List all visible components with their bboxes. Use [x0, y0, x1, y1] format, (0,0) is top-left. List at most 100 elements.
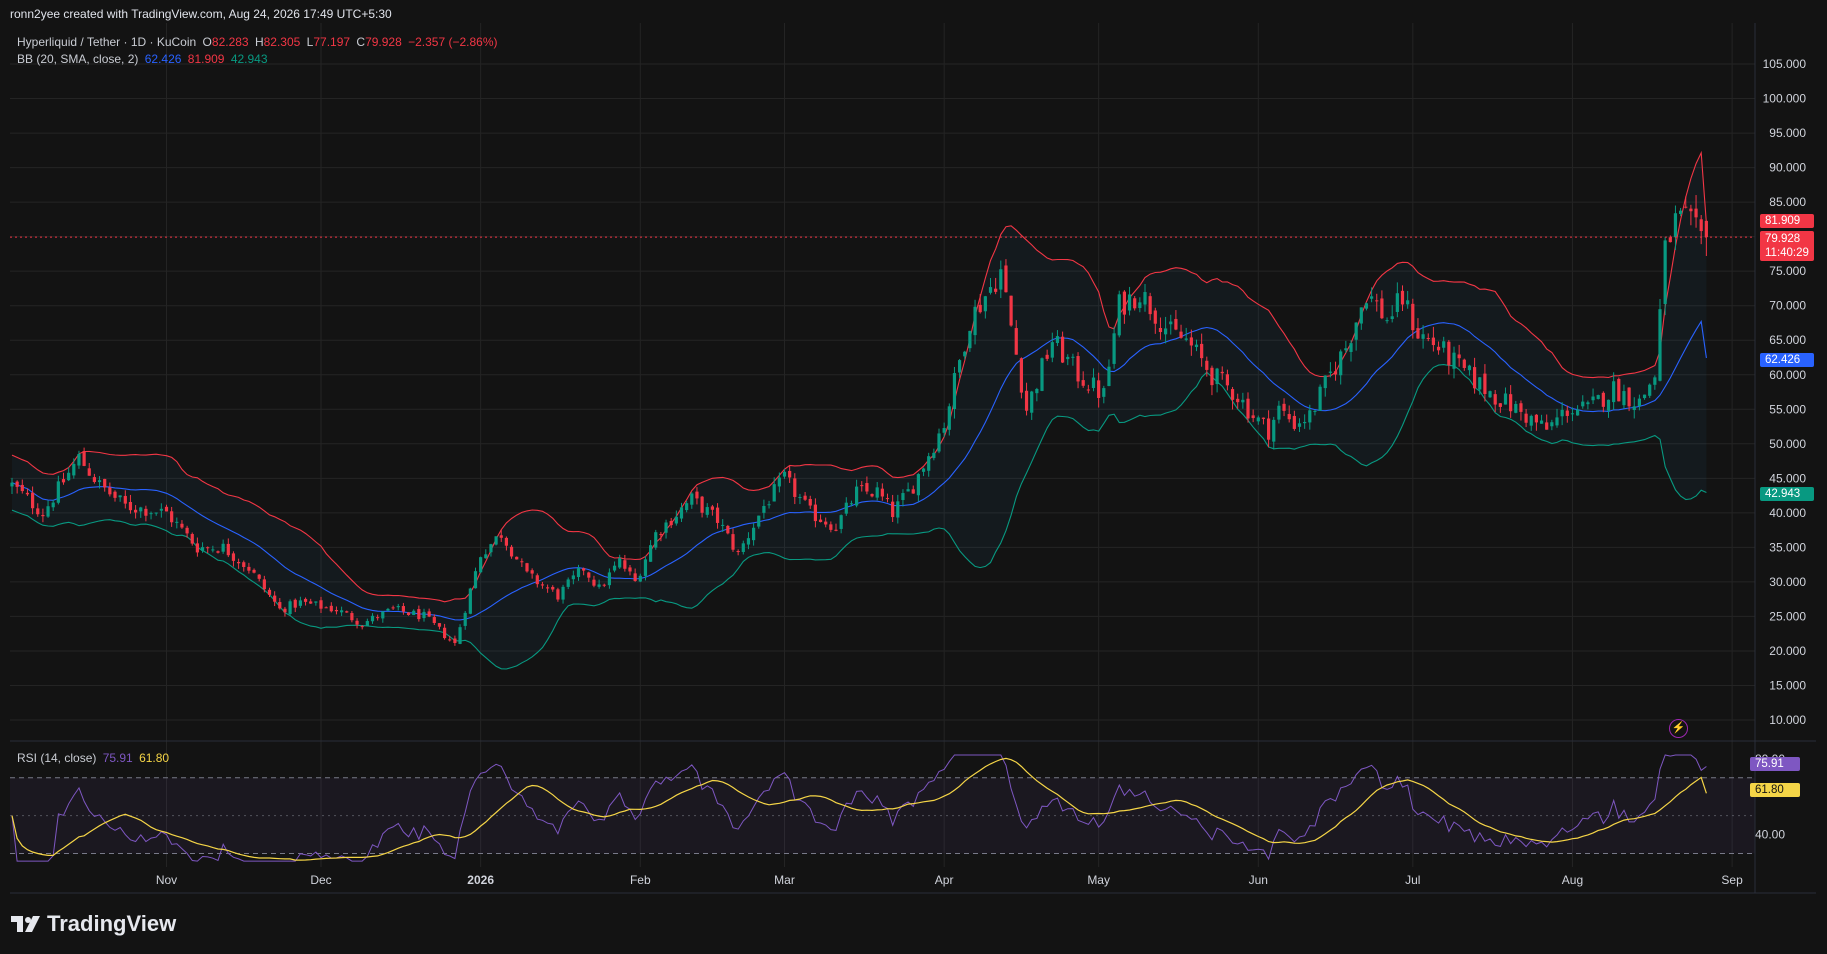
candle-body [1359, 307, 1363, 324]
candle-body [772, 484, 776, 502]
time-axis[interactable]: Nov Dec 2026 Feb Mar Apr May Jun Jul Aug Sep [156, 873, 1743, 887]
candle-body [659, 534, 663, 536]
candle-body [623, 560, 627, 569]
candle-body [916, 474, 920, 496]
candle-body [1524, 413, 1528, 423]
candle-body [927, 456, 931, 471]
candle-body [1478, 377, 1482, 390]
candle-body [36, 508, 40, 515]
change-value: −2.357 (−2.86%) [408, 35, 498, 49]
candle-body [1354, 322, 1358, 340]
candle-body [195, 543, 199, 553]
time-tick-label: Jul [1405, 873, 1420, 887]
candle-body [1380, 298, 1384, 319]
candle-body [1653, 377, 1657, 385]
bb-label[interactable]: BB (20, SMA, close, 2) [17, 52, 139, 66]
candle-body [1534, 414, 1538, 423]
candle-body [710, 506, 714, 510]
candlestick-series[interactable] [10, 195, 1755, 646]
candle-body [1560, 409, 1564, 417]
candle-body [628, 567, 632, 572]
candle-body [1436, 346, 1441, 351]
candle-body [1174, 318, 1178, 330]
candle-body [1241, 399, 1245, 403]
candle-body [875, 487, 879, 498]
candle-body [1308, 410, 1312, 423]
rsi-ma-value-tag: 61.80 [1750, 783, 1800, 797]
candle-body [25, 492, 30, 495]
candle-body [453, 638, 457, 644]
candle-body [108, 487, 112, 495]
rsi-ma-line [11, 757, 1707, 861]
price-tick-label: 40.000 [1769, 506, 1806, 520]
rsi-legend[interactable]: RSI (14, close) 75.91 61.80 [17, 751, 172, 765]
candle-body [999, 269, 1003, 290]
lightning-icon[interactable]: ⚡ [1669, 719, 1688, 738]
candle-body [211, 549, 215, 551]
candle-body [885, 498, 890, 500]
candle-body [834, 529, 838, 531]
candle-body [515, 556, 519, 560]
symbol-legend[interactable]: Hyperliquid / Tether · 1D · KuCoin O82.2… [17, 35, 501, 49]
low-label: L [306, 35, 314, 49]
candle-body [190, 534, 194, 544]
candle-body [1663, 240, 1667, 304]
bb-lower-price-tag: 42.943 [1760, 487, 1814, 501]
candle-body [1318, 386, 1322, 411]
candle-body [1406, 300, 1410, 305]
tradingview-logo[interactable]: TradingView [11, 911, 176, 937]
candle-body [1529, 415, 1533, 426]
candle-body [1194, 344, 1199, 348]
candle-body [1576, 409, 1580, 416]
time-tick-label: Dec [310, 873, 331, 887]
last-price-tag: 79.928 11:40:29 [1760, 231, 1814, 261]
candle-body [15, 481, 19, 487]
candle-body [1303, 421, 1307, 424]
candle-body [1014, 328, 1018, 355]
candle-body [597, 584, 601, 587]
candle-body [1004, 265, 1008, 293]
time-tick-label: Mar [774, 873, 795, 887]
candle-body [1272, 419, 1276, 442]
price-tick-label: 30.000 [1769, 575, 1806, 589]
tradingview-logo-icon [11, 916, 40, 932]
candle-body [870, 493, 874, 497]
candle-body [1493, 394, 1497, 405]
candle-body [582, 568, 586, 571]
time-tick-label: 2026 [467, 873, 494, 887]
candle-body [618, 558, 622, 568]
candle-body [67, 472, 71, 481]
candle-body [1679, 210, 1683, 214]
candle-body [1596, 395, 1600, 399]
candle-body [994, 288, 998, 292]
low-value: 77.197 [313, 35, 351, 49]
candle-body [288, 601, 292, 615]
price-tick-label: 95.000 [1769, 126, 1806, 140]
candle-body [952, 373, 957, 410]
candle-body [77, 453, 81, 466]
candle-body [1509, 394, 1513, 412]
bb-band-area [12, 152, 1707, 670]
symbol-name[interactable]: Hyperliquid / Tether · 1D · KuCoin [17, 35, 197, 49]
candle-body [355, 620, 359, 625]
brand-name: TradingView [47, 911, 177, 936]
candle-body [860, 485, 864, 487]
rsi-label[interactable]: RSI (14, close) [17, 751, 97, 765]
bollinger-legend[interactable]: BB (20, SMA, close, 2) 62.426 81.909 42.… [17, 52, 271, 66]
candle-body [463, 612, 467, 626]
candle-body [592, 579, 596, 586]
candle-body [231, 553, 236, 561]
candle-body [1267, 418, 1271, 440]
candle-body [1158, 328, 1163, 333]
candle-body [159, 508, 163, 511]
bb-lower-value: 42.943 [230, 52, 268, 66]
bollinger-band-lines [11, 150, 1707, 670]
candle-body [1107, 366, 1111, 387]
candle-body [406, 612, 411, 616]
candle-body [180, 523, 184, 528]
candle-body [1483, 373, 1487, 395]
candle-body [283, 608, 287, 613]
rsi-panel[interactable] [10, 754, 1755, 862]
candle-body [1452, 352, 1456, 369]
